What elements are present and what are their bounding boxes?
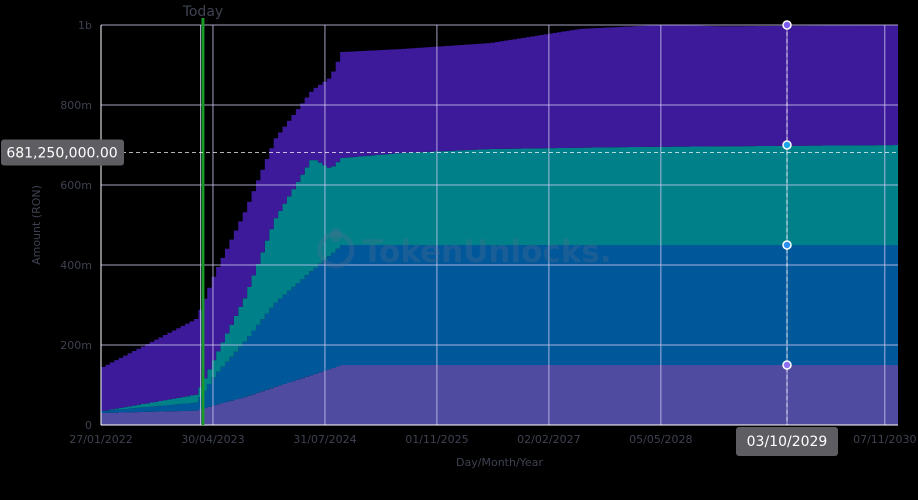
- watermark: TokenUnlocks.: [317, 228, 612, 270]
- watermark-text: TokenUnlocks.: [362, 234, 612, 270]
- area-series-4: [101, 24, 898, 411]
- y-axis-title: Amount (RON): [30, 185, 43, 265]
- date-tooltip-text: 03/10/2029: [747, 434, 828, 450]
- crosshair-point: [782, 140, 792, 150]
- y-tick-label: 800m: [60, 99, 92, 112]
- area-series-3: [101, 145, 898, 411]
- crosshair-point: [782, 360, 792, 370]
- area-layers: [101, 24, 898, 425]
- y-tick-label: 1b: [78, 19, 92, 32]
- crosshair-point: [782, 240, 792, 250]
- value-tooltip-box: [1, 139, 124, 166]
- x-tick-label: 31/07/2024: [293, 433, 356, 446]
- value-tooltip-text: 681,250,000.00: [6, 146, 117, 162]
- x-tick-label: 07/11/2030: [853, 433, 916, 446]
- y-tick-label: 200m: [60, 339, 92, 352]
- y-tick-label: 0: [85, 419, 92, 432]
- watermark-logo-icon: [317, 228, 355, 269]
- x-tick-label: 02/02/2027: [517, 433, 580, 446]
- x-tick-label: 27/01/2022: [69, 433, 132, 446]
- y-tick-label: 600m: [60, 179, 92, 192]
- date-tooltip-box: [736, 427, 839, 456]
- axes: 0 200m 400m 600m 800m 1b 27/01/2022 30/04/2023 3…: [30, 19, 917, 469]
- area-series-1: [101, 365, 898, 425]
- area-series-2: [101, 245, 898, 413]
- today-label: Today: [182, 4, 224, 20]
- y-tick-label: 400m: [60, 259, 92, 272]
- chart-overlay: Today 681,250,000.00 03/10/2029: [1, 4, 898, 456]
- x-tick-label: 05/05/2028: [629, 433, 692, 446]
- crosshair-point: [782, 20, 792, 30]
- x-tick-label: 30/04/2023: [181, 433, 244, 446]
- x-tick-label: 01/11/2025: [405, 433, 468, 446]
- x-axis-title: Day/Month/Year: [456, 456, 543, 469]
